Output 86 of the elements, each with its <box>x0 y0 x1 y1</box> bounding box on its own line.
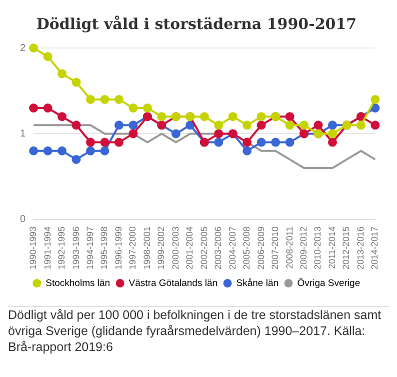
x-tick-label: 1994-1997 <box>84 226 95 270</box>
point <box>72 120 81 130</box>
point <box>100 94 110 104</box>
point <box>285 138 294 147</box>
x-tick-label: 2013-2016 <box>355 226 366 270</box>
point <box>228 112 238 122</box>
point <box>86 138 95 147</box>
y-tick-label: 1 <box>20 128 26 140</box>
point <box>128 129 138 138</box>
point <box>43 146 52 156</box>
y-tick-label: 0 <box>20 214 26 226</box>
x-tick-label: 2006-2009 <box>256 226 266 270</box>
point <box>256 120 266 130</box>
x-tick-label: 2012-2015 <box>341 226 352 270</box>
x-tick-label: 1999-2002 <box>156 226 166 270</box>
point <box>271 138 280 147</box>
point <box>114 120 124 130</box>
x-tick-label: 2009-2012 <box>298 226 309 270</box>
legend-label: Skåne län <box>236 278 279 289</box>
x-tick-label: 1996-1999 <box>113 226 124 270</box>
point <box>128 120 138 130</box>
x-tick-label: 2002-2005 <box>198 226 209 270</box>
point <box>128 104 138 113</box>
point <box>314 120 323 130</box>
point <box>356 120 366 130</box>
x-tick-label: 2014-2017 <box>370 226 380 270</box>
x-tick-label: 2001-2004 <box>184 226 195 270</box>
x-tick-label: 1991-1994 <box>42 226 52 270</box>
point <box>328 138 337 147</box>
x-tick-label: 2007-2010 <box>270 226 280 270</box>
x-tick-label: 1990-1993 <box>28 226 38 270</box>
point <box>100 146 110 156</box>
point <box>171 129 180 138</box>
point <box>114 94 124 104</box>
x-tick-label: 1997-2000 <box>128 226 138 270</box>
point <box>256 112 266 122</box>
point <box>242 120 252 130</box>
x-tick-label: 1998-2001 <box>142 226 152 270</box>
legend-label: Västra Götalands län <box>128 278 218 289</box>
point <box>157 112 166 122</box>
point <box>58 146 67 156</box>
y-tick-label: 2 <box>20 42 26 54</box>
legend-label: Övriga Sverige <box>297 278 360 289</box>
x-tick-label: 2003-2006 <box>213 226 224 270</box>
x-tick-label: 2011-2014 <box>326 226 337 269</box>
point <box>328 129 337 138</box>
legend-label: Stockholms län <box>46 278 110 289</box>
text: Dödligt våld per 100 000 i befolkningen i de tre storstadslänen samt övriga Sverige (glidande fyraårsmedelvärden) 1990–2017. Källa: Brå-rapport 2019:6 <box>8 306 389 355</box>
point <box>300 120 309 130</box>
point <box>86 94 95 104</box>
point <box>43 104 52 113</box>
point <box>200 112 209 122</box>
x-tick-label: 2008-2011 <box>284 226 294 269</box>
chart-title: Dödligt våld i storstäderna 1990-2017 <box>36 14 357 33</box>
point <box>328 120 337 130</box>
point <box>242 138 252 147</box>
x-tick-label: 2000-2003 <box>170 226 180 270</box>
point <box>114 138 124 147</box>
point <box>214 129 224 138</box>
point <box>214 120 224 130</box>
x-tick-label: 1993-1996 <box>70 226 81 270</box>
point <box>370 120 380 130</box>
point <box>285 120 294 130</box>
x-tick-label: 2005-2008 <box>242 226 252 270</box>
point <box>100 138 110 147</box>
point <box>29 44 38 52</box>
point <box>58 112 67 122</box>
point <box>72 78 81 87</box>
x-tick-label: 2004-2007 <box>227 226 238 270</box>
point <box>370 94 380 104</box>
point <box>370 104 380 113</box>
point <box>186 120 195 130</box>
point <box>29 146 38 156</box>
point <box>58 69 67 78</box>
point <box>43 52 52 62</box>
point <box>285 112 294 122</box>
x-tick-label: 2010-2013 <box>312 226 323 270</box>
x-tick-label: 1992-1995 <box>56 226 67 270</box>
point <box>86 146 95 156</box>
point <box>214 138 224 147</box>
point <box>72 154 81 164</box>
point <box>242 146 252 156</box>
point <box>29 104 38 113</box>
x-tick-label: 1995-1998 <box>99 226 110 270</box>
point <box>256 138 266 147</box>
point <box>142 104 152 113</box>
